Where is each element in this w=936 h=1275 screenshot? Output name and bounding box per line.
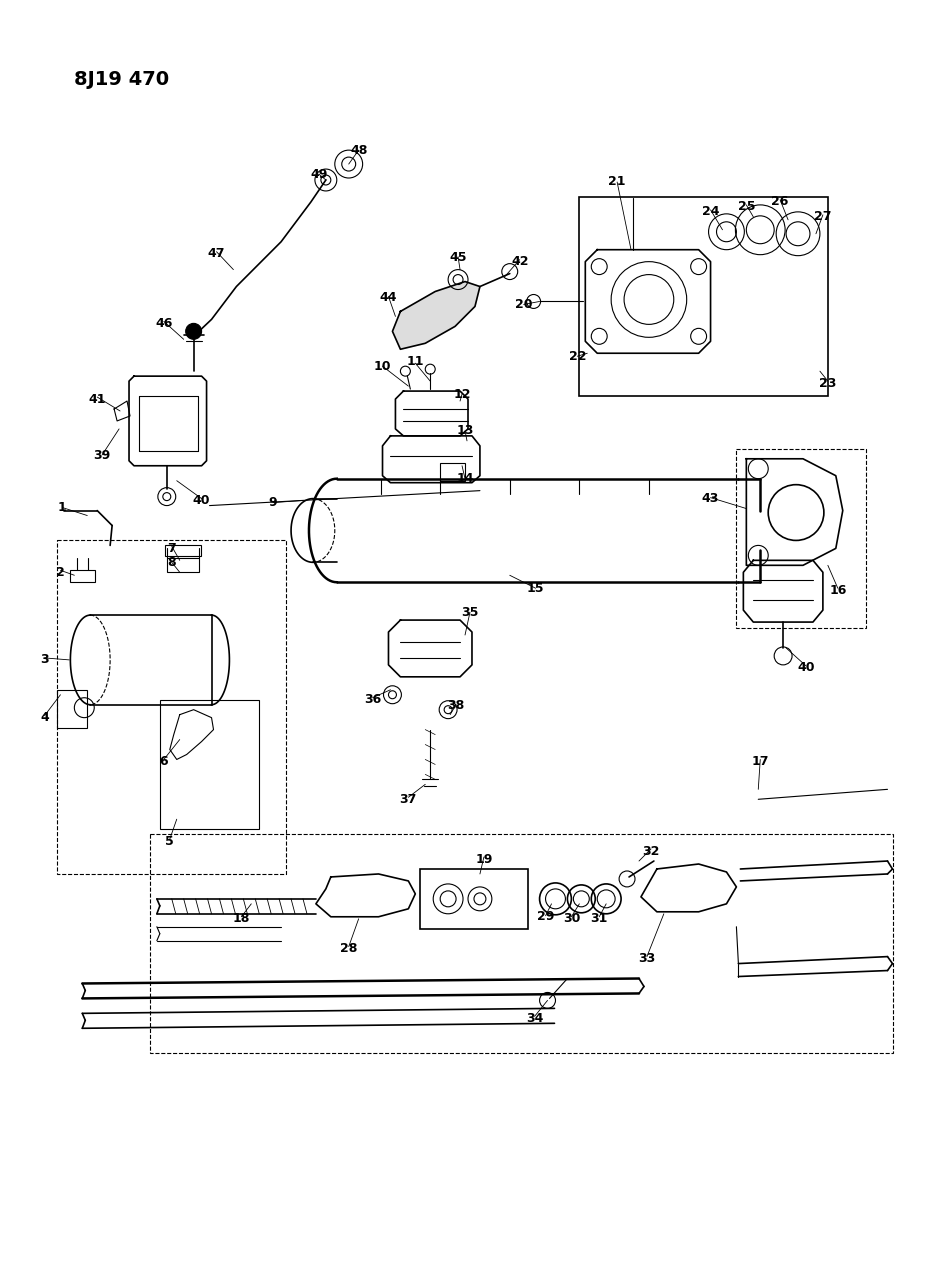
Text: 44: 44	[379, 291, 397, 303]
Bar	[578, 196, 827, 397]
Text: 25: 25	[737, 200, 754, 213]
Text: 1: 1	[58, 501, 66, 514]
Text: 10: 10	[373, 360, 391, 372]
Text: 43: 43	[701, 492, 719, 505]
Text: 40: 40	[193, 495, 210, 507]
Text: 7: 7	[168, 542, 176, 555]
Bar	[167, 558, 198, 572]
Bar	[160, 700, 259, 829]
Text: 2: 2	[56, 566, 65, 579]
Polygon shape	[585, 250, 709, 353]
Bar	[165, 546, 200, 556]
Text: 14: 14	[456, 472, 474, 486]
Text: 38: 38	[447, 699, 464, 713]
Text: 28: 28	[340, 942, 357, 955]
Circle shape	[185, 324, 201, 339]
Text: 12: 12	[453, 388, 470, 400]
Text: 21: 21	[607, 176, 625, 189]
Text: 17: 17	[751, 755, 768, 768]
Text: 5: 5	[166, 835, 174, 848]
Text: 15: 15	[526, 581, 544, 594]
Bar	[70, 570, 95, 583]
Text: 18: 18	[232, 913, 250, 926]
Text: 37: 37	[400, 793, 417, 806]
Text: 8: 8	[168, 556, 176, 569]
Text: 36: 36	[363, 694, 381, 706]
Text: 31: 31	[590, 913, 607, 926]
Text: 45: 45	[449, 251, 466, 264]
Text: 4: 4	[40, 711, 49, 724]
Text: 13: 13	[456, 425, 474, 437]
Text: 30: 30	[563, 913, 579, 926]
Text: 40: 40	[797, 662, 814, 674]
Text: 39: 39	[94, 449, 110, 463]
Bar	[420, 870, 527, 928]
Text: 29: 29	[536, 910, 553, 923]
Polygon shape	[169, 710, 213, 760]
Text: 19: 19	[475, 853, 492, 866]
Text: 22: 22	[568, 349, 586, 362]
Polygon shape	[640, 864, 736, 912]
Text: 48: 48	[349, 144, 367, 157]
Text: 47: 47	[208, 247, 225, 260]
Polygon shape	[388, 620, 472, 677]
Polygon shape	[315, 873, 415, 917]
Polygon shape	[742, 560, 822, 622]
Text: 27: 27	[813, 210, 831, 223]
Bar	[57, 541, 285, 873]
Text: 8J19 470: 8J19 470	[74, 70, 169, 89]
Text: 26: 26	[770, 195, 788, 208]
Polygon shape	[114, 402, 130, 421]
Text: 6: 6	[159, 755, 168, 768]
Bar	[150, 834, 893, 1053]
Text: 16: 16	[828, 584, 845, 597]
Polygon shape	[392, 282, 479, 349]
Text: 35: 35	[461, 606, 478, 618]
Text: 24: 24	[701, 205, 719, 218]
Text: 49: 49	[310, 167, 328, 181]
Text: 20: 20	[515, 298, 532, 311]
Text: 3: 3	[40, 653, 49, 667]
Text: 34: 34	[525, 1012, 543, 1025]
Text: 11: 11	[406, 354, 424, 367]
Bar	[736, 449, 865, 629]
Text: 23: 23	[818, 376, 836, 390]
Text: 9: 9	[269, 496, 277, 509]
Text: 46: 46	[155, 317, 172, 330]
Polygon shape	[382, 436, 479, 483]
Text: 32: 32	[641, 844, 659, 858]
Text: 41: 41	[88, 393, 106, 405]
Polygon shape	[395, 391, 467, 436]
Text: 33: 33	[637, 952, 655, 965]
Text: 42: 42	[510, 255, 528, 268]
Bar	[440, 463, 464, 481]
Polygon shape	[746, 459, 841, 565]
Bar	[57, 690, 87, 728]
Polygon shape	[129, 376, 206, 465]
